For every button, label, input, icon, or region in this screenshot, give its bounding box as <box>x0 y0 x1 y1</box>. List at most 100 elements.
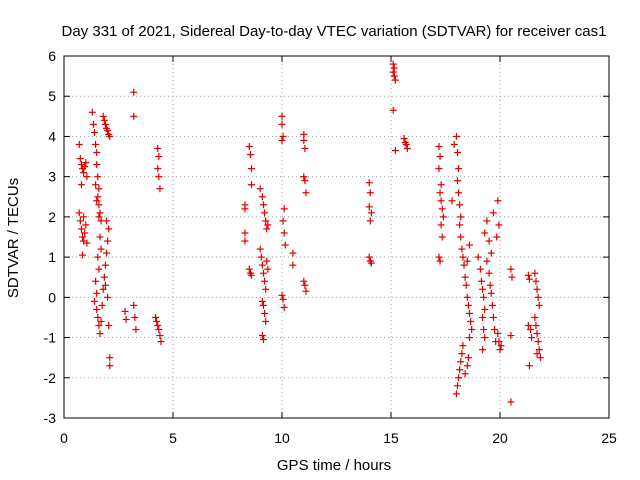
data-point <box>103 249 111 257</box>
data-point <box>104 126 112 134</box>
data-point <box>390 72 398 80</box>
data-point <box>155 173 163 181</box>
data-point <box>154 165 162 173</box>
data-point <box>457 233 465 241</box>
data-point <box>495 338 503 346</box>
data-point <box>390 64 398 72</box>
data-point <box>367 209 375 217</box>
data-point <box>403 145 411 153</box>
x-tick-label: 0 <box>60 430 68 446</box>
data-point <box>100 273 108 281</box>
data-point <box>156 185 164 193</box>
data-point <box>486 281 494 289</box>
data-point <box>101 120 109 128</box>
data-point <box>524 321 532 329</box>
data-point <box>438 205 446 213</box>
data-point <box>241 205 249 213</box>
data-point <box>279 132 287 140</box>
data-point <box>94 253 102 261</box>
data-point <box>88 108 96 116</box>
data-point <box>367 259 375 267</box>
data-point <box>130 88 138 96</box>
data-point <box>80 169 88 177</box>
data-point <box>468 326 476 334</box>
data-point <box>247 181 255 189</box>
y-tick-label: -3 <box>44 410 57 426</box>
data-point <box>279 217 287 225</box>
data-point <box>81 163 89 171</box>
data-point <box>462 281 470 289</box>
data-point <box>95 213 103 221</box>
data-point <box>487 249 495 257</box>
data-point <box>245 143 253 150</box>
x-tick-label: 15 <box>383 430 399 446</box>
axis-ticks <box>63 55 610 419</box>
y-tick-label: -1 <box>44 330 57 346</box>
data-point <box>95 321 103 329</box>
data-point <box>261 209 269 217</box>
data-point <box>465 309 473 317</box>
data-point <box>103 217 111 225</box>
data-point <box>455 374 463 382</box>
data-point <box>264 265 272 273</box>
data-point <box>464 354 472 362</box>
y-tick-label: 2 <box>48 209 56 225</box>
chart-title: Day 331 of 2021, Sidereal Day-to-day VTE… <box>62 23 607 40</box>
data-point <box>130 301 138 309</box>
data-point <box>479 346 487 354</box>
data-point <box>99 285 107 293</box>
data-point <box>247 165 255 173</box>
data-point <box>463 293 471 301</box>
data-point <box>280 229 288 237</box>
data-point <box>402 140 410 148</box>
data-point <box>259 269 267 277</box>
data-point <box>241 237 249 245</box>
data-point <box>507 265 515 273</box>
data-point <box>456 201 464 209</box>
data-point <box>366 189 374 197</box>
data-point <box>259 301 267 309</box>
data-point <box>477 277 485 285</box>
data-point <box>156 332 164 340</box>
data-point <box>258 297 266 305</box>
data-point <box>525 362 533 370</box>
data-point <box>461 273 469 281</box>
data-point <box>494 330 502 338</box>
x-tick-label: 25 <box>601 430 617 446</box>
data-point <box>301 177 309 185</box>
data-point <box>79 251 87 259</box>
data-point <box>98 301 106 309</box>
data-point <box>93 289 101 297</box>
data-point <box>280 205 288 213</box>
data-point <box>448 197 456 205</box>
y-tick-label: 3 <box>48 169 56 185</box>
data-point <box>152 313 160 321</box>
data-point <box>279 295 287 303</box>
data-point <box>83 173 91 181</box>
data-point <box>487 289 495 297</box>
data-point <box>95 201 103 209</box>
data-point <box>489 209 497 217</box>
data-point <box>438 233 446 241</box>
data-point <box>80 213 88 221</box>
data-point <box>95 265 103 273</box>
data-point <box>491 326 499 334</box>
data-point <box>365 203 373 211</box>
data-point <box>435 165 443 173</box>
data-point <box>280 303 288 311</box>
data-point <box>130 112 138 120</box>
data-point <box>278 120 286 128</box>
data-point <box>496 346 504 354</box>
data-point <box>75 140 83 148</box>
data-point <box>483 257 491 265</box>
data-point <box>480 326 488 334</box>
data-point <box>93 197 101 205</box>
data-point <box>400 134 408 142</box>
data-point <box>95 185 103 193</box>
data-point <box>533 330 541 338</box>
data-point <box>365 179 373 187</box>
data-point <box>278 291 286 299</box>
data-point <box>534 293 542 301</box>
x-tick-labels: 0 5 10 15 20 25 <box>60 430 617 446</box>
data-point <box>101 281 109 289</box>
